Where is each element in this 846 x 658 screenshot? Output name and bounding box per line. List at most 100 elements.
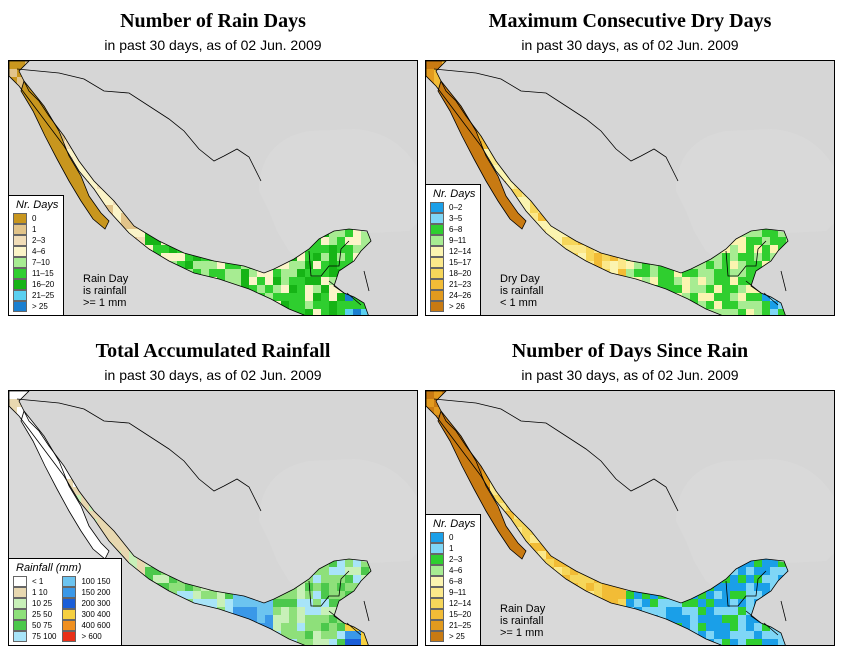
coastline bbox=[9, 61, 372, 315]
legend-label: 2–3 bbox=[449, 555, 463, 564]
legend-label: 1 bbox=[32, 225, 37, 234]
panel-rain-days: Number of Rain Days in past 30 days, as … bbox=[8, 0, 418, 320]
legend-label: 0 bbox=[32, 214, 37, 223]
country-border bbox=[308, 570, 350, 607]
note-line: < 1 mm bbox=[500, 297, 537, 309]
legend-label: 15–17 bbox=[449, 258, 472, 267]
legend-swatch bbox=[430, 620, 444, 631]
legend-swatch bbox=[430, 202, 444, 213]
panel-subtitle: in past 30 days, as of 02 Jun. 2009 bbox=[104, 367, 322, 383]
legend-item: 75 100 bbox=[13, 631, 56, 642]
legend-swatch bbox=[430, 213, 444, 224]
legend-label: 6–8 bbox=[449, 225, 463, 234]
country-border bbox=[780, 270, 787, 292]
legend-label: > 26 bbox=[449, 302, 465, 311]
gulf-of-mexico bbox=[676, 459, 834, 587]
note-line: Rain Day bbox=[83, 273, 129, 285]
map-max-dry-days: Nr. Days 0–2 3–5 6–8 9–11 12–14 15–17 18–20 21–… bbox=[425, 60, 835, 316]
legend-swatch bbox=[13, 290, 27, 301]
legend-label: 4–6 bbox=[449, 566, 463, 575]
mexico-map-days-since-rain bbox=[426, 391, 834, 645]
legend-label: 200 300 bbox=[81, 599, 111, 608]
country-border bbox=[725, 240, 767, 277]
country-border bbox=[433, 68, 679, 182]
legend-item: 9–11 bbox=[430, 235, 475, 246]
legend-swatch bbox=[13, 598, 27, 609]
legend-swatch bbox=[430, 290, 444, 301]
country-border bbox=[763, 622, 779, 636]
legend-item: 15–17 bbox=[430, 257, 475, 268]
legend-item: 1 bbox=[13, 224, 58, 235]
legend-item: 4–6 bbox=[13, 246, 58, 257]
country-border bbox=[363, 600, 370, 622]
pacific-ocean bbox=[426, 406, 721, 645]
legend-item: 6–8 bbox=[430, 576, 475, 587]
pacific-ocean bbox=[9, 76, 304, 315]
legend-item: 21–25 bbox=[430, 620, 475, 631]
legend-item: > 26 bbox=[430, 301, 475, 312]
note-line: Dry Day bbox=[500, 273, 540, 285]
legend-swatch bbox=[13, 609, 27, 620]
country-border bbox=[16, 398, 262, 512]
legend-label: 2–3 bbox=[32, 236, 46, 245]
legend-item: 7–10 bbox=[13, 257, 58, 268]
legend-label: 21–23 bbox=[449, 280, 472, 289]
legend-label: 7–10 bbox=[32, 258, 50, 267]
country-border bbox=[308, 240, 350, 277]
legend-swatch bbox=[430, 554, 444, 565]
gulf-of-mexico bbox=[259, 459, 417, 587]
legend-swatch bbox=[13, 268, 27, 279]
panel-max-dry-days: Maximum Consecutive Dry Days in past 30 … bbox=[425, 0, 835, 320]
legend-swatch bbox=[430, 565, 444, 576]
legend-item: 2–3 bbox=[13, 235, 58, 246]
legend-item: 50 75 bbox=[13, 620, 56, 631]
legend-label: 11–15 bbox=[32, 269, 54, 278]
gulf-of-mexico bbox=[676, 129, 834, 257]
mexico-map-max-dry-days bbox=[426, 61, 834, 315]
legend-label: < 1 bbox=[32, 577, 44, 586]
legend-item: 11–15 bbox=[13, 268, 58, 279]
legend-swatch bbox=[13, 631, 27, 642]
legend-item: 3–5 bbox=[430, 213, 475, 224]
legend-swatch bbox=[430, 587, 444, 598]
legend-label: 1 10 bbox=[32, 588, 48, 597]
legend-swatch bbox=[13, 576, 27, 587]
legend-title: Rainfall (mm) bbox=[16, 562, 82, 574]
note-line: is rainfall bbox=[500, 285, 544, 297]
country-border bbox=[328, 280, 345, 294]
legend-label: 6–8 bbox=[449, 577, 463, 586]
legend-note-since-rain: Rain Day is rainfall >= 1 mm bbox=[500, 603, 545, 639]
map-total-rainfall: Rainfall (mm) < 1 1 10 10 25 25 50 50 75 75 1… bbox=[8, 390, 418, 646]
legend-item: 10 25 bbox=[13, 598, 56, 609]
legend-swatch bbox=[430, 598, 444, 609]
legend-item: 2–3 bbox=[430, 554, 475, 565]
legend-item: 12–14 bbox=[430, 598, 475, 609]
legend-item: 4–6 bbox=[430, 565, 475, 576]
map-rain-days: Nr. Days 0 1 2–3 4–6 7–10 11–15 16–20 21–25 > 25… bbox=[8, 60, 418, 316]
panel-title: Number of Rain Days bbox=[120, 10, 306, 32]
legend-swatch bbox=[430, 631, 444, 642]
legend-item: 100 150 bbox=[62, 576, 110, 587]
legend-title: Nr. Days bbox=[433, 518, 476, 530]
legend-label: 400 600 bbox=[81, 621, 111, 630]
legend-label: > 25 bbox=[32, 302, 48, 311]
note-line: >= 1 mm bbox=[500, 627, 544, 639]
country-border bbox=[346, 622, 362, 636]
legend-item: 0–2 bbox=[430, 202, 475, 213]
legend-item: > 600 bbox=[62, 631, 110, 642]
legend-swatch bbox=[430, 609, 444, 620]
country-border bbox=[346, 292, 362, 306]
legend-item: 21–23 bbox=[430, 279, 475, 290]
panel-total-rainfall: Total Accumulated Rainfall in past 30 da… bbox=[8, 330, 418, 650]
country-border bbox=[780, 600, 787, 622]
country-border bbox=[725, 570, 767, 607]
legend-item: 1 10 bbox=[13, 587, 56, 598]
legend-swatch bbox=[62, 587, 77, 598]
legend-label: 3–5 bbox=[449, 214, 463, 223]
legend-swatch bbox=[13, 246, 27, 257]
legend-label: 10 25 bbox=[32, 599, 53, 608]
legend-label: 1 bbox=[449, 544, 454, 553]
legend-item: 400 600 bbox=[62, 620, 110, 631]
country-border bbox=[745, 280, 762, 294]
legend-rain-days: Nr. Days 0 1 2–3 4–6 7–10 11–15 16–20 21–25 > 25 bbox=[9, 195, 65, 315]
